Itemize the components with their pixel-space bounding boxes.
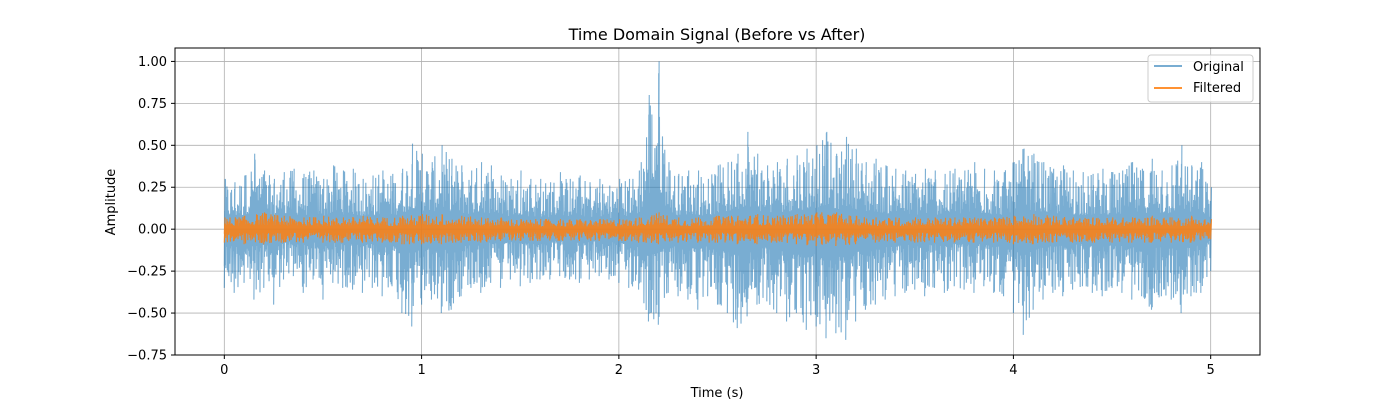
y-axis: −0.75 −0.50 −0.25 0.00 0.25 0.50 0.75 1.00 [127, 55, 175, 364]
x-tick-label: 1 [417, 363, 425, 378]
x-tick-label: 0 [220, 363, 228, 378]
x-tick-label: 4 [1009, 363, 1017, 378]
y-tick-label: 0.25 [138, 181, 167, 196]
y-tick-label: 1.00 [138, 55, 167, 70]
legend: Original Filtered [1147, 54, 1254, 103]
x-tick-label: 2 [615, 363, 623, 378]
y-tick-label: 0.00 [138, 223, 167, 238]
y-tick-label: 0.50 [138, 139, 167, 154]
chart-title: Time Domain Signal (Before vs After) [568, 25, 866, 44]
x-tick-label: 3 [812, 363, 820, 378]
x-axis-label: Time (s) [690, 386, 744, 400]
legend-label-original: Original [1193, 60, 1244, 75]
y-tick-label: −0.25 [127, 265, 167, 280]
legend-label-filtered: Filtered [1193, 81, 1241, 96]
plot-frame [174, 47, 1261, 356]
y-tick-label: −0.50 [127, 307, 167, 322]
x-tick-label: 5 [1207, 363, 1215, 378]
series-line-filtered [223, 212, 1213, 246]
x-axis: 0 1 2 3 4 5 [220, 355, 1215, 378]
y-axis-label: Amplitude [104, 169, 119, 236]
y-tick-label: 0.75 [138, 97, 167, 112]
series-layer [223, 61, 1213, 340]
y-tick-label: −0.75 [127, 349, 167, 364]
